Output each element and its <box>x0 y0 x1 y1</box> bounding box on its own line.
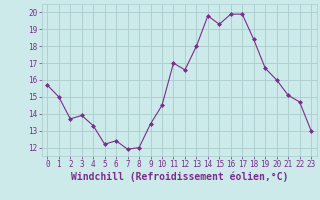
X-axis label: Windchill (Refroidissement éolien,°C): Windchill (Refroidissement éolien,°C) <box>70 172 288 182</box>
